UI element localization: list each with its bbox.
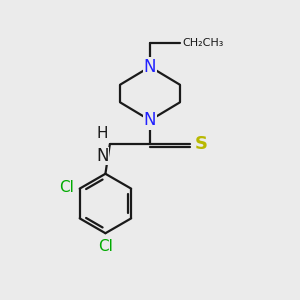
Text: S: S — [195, 135, 208, 153]
Text: CH₂CH₃: CH₂CH₃ — [182, 38, 224, 48]
Text: N: N — [144, 111, 156, 129]
Text: H: H — [97, 126, 108, 141]
Text: N: N — [144, 58, 156, 76]
Text: Cl: Cl — [59, 180, 74, 195]
Text: Cl: Cl — [98, 239, 113, 254]
Text: N: N — [96, 147, 108, 165]
